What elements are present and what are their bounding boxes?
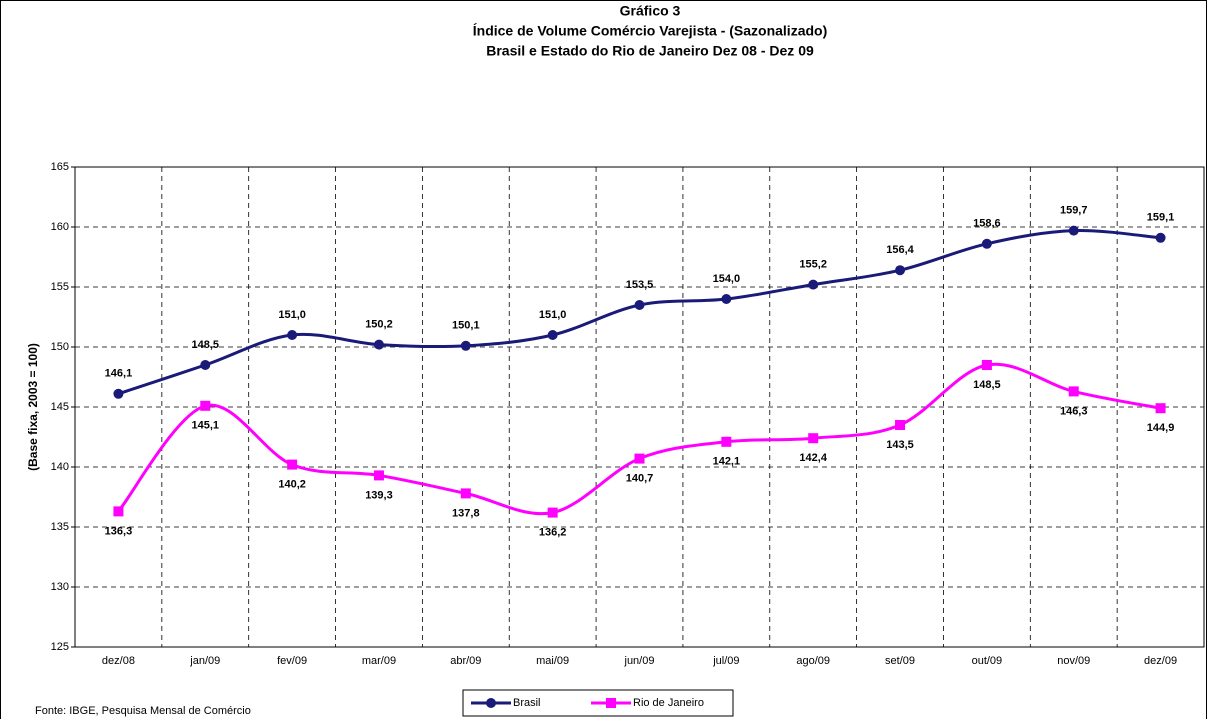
x-tick-label: ago/09 <box>796 655 830 667</box>
marker <box>373 339 384 350</box>
marker <box>287 330 298 340</box>
y-tick-label: 125 <box>51 641 69 653</box>
data-label: 146,3 <box>1060 405 1088 417</box>
data-label: 144,9 <box>1147 422 1175 434</box>
y-tick-label: 160 <box>51 221 69 233</box>
marker <box>721 294 732 304</box>
y-tick-label: 145 <box>51 401 69 413</box>
data-label: 155,2 <box>799 259 827 271</box>
x-tick-label: jan/09 <box>189 655 220 667</box>
marker <box>808 279 819 290</box>
data-label: 139,3 <box>365 489 393 501</box>
legend-label: Brasil <box>513 697 541 709</box>
marker <box>460 488 471 499</box>
marker <box>634 300 645 310</box>
chart-subtitle: Brasil e Estado do Rio de Janeiro Dez 08… <box>486 43 814 59</box>
source-note: Fonte: IBGE, Pesquisa Mensal de Comércio <box>35 705 251 717</box>
data-label: 148,5 <box>973 379 1001 391</box>
chart-title: Gráfico 3 <box>620 3 681 19</box>
data-label: 140,2 <box>278 479 306 491</box>
data-label: 151,0 <box>539 309 567 321</box>
data-label: 150,2 <box>365 319 393 331</box>
x-tick-label: mai/09 <box>536 655 569 667</box>
marker <box>1155 403 1166 414</box>
x-tick-label: fev/09 <box>277 655 307 667</box>
data-label: 159,1 <box>1147 212 1175 224</box>
x-tick-label: dez/08 <box>102 655 135 667</box>
x-tick-label: jun/09 <box>624 655 655 667</box>
marker <box>1068 225 1079 236</box>
legend-marker <box>606 698 616 708</box>
y-tick-label: 130 <box>51 581 69 593</box>
data-label: 142,1 <box>713 456 741 468</box>
data-label: 140,7 <box>626 473 654 485</box>
marker <box>895 420 906 430</box>
data-label: 158,6 <box>973 218 1001 230</box>
marker <box>287 459 298 470</box>
y-axis-label: (Base fixa, 2003 = 100) <box>26 343 40 471</box>
marker <box>1155 232 1166 243</box>
legend-label: Rio de Janeiro <box>633 697 704 709</box>
data-label: 150,1 <box>452 320 480 332</box>
data-label: 146,1 <box>105 368 133 380</box>
marker <box>721 436 732 447</box>
data-label: 136,2 <box>539 527 567 539</box>
series-line <box>117 229 1161 396</box>
data-label: 156,4 <box>886 244 914 256</box>
x-tick-label: jul/09 <box>712 655 739 667</box>
data-label: 151,0 <box>278 309 306 321</box>
data-label: 153,5 <box>626 279 654 291</box>
y-tick-label: 165 <box>51 161 69 173</box>
marker <box>200 400 211 411</box>
x-tick-label: dez/09 <box>1144 655 1177 667</box>
marker <box>981 360 992 370</box>
marker <box>547 507 558 518</box>
marker <box>113 506 124 517</box>
data-label: 159,7 <box>1060 205 1088 217</box>
x-tick-label: nov/09 <box>1057 655 1090 667</box>
x-tick-label: set/09 <box>885 655 915 667</box>
marker <box>808 433 819 444</box>
y-tick-label: 155 <box>51 281 69 293</box>
legend-marker <box>486 698 496 708</box>
data-label: 137,8 <box>452 507 480 519</box>
marker <box>634 453 645 464</box>
x-tick-label: out/09 <box>972 655 1003 667</box>
marker <box>981 238 992 249</box>
plot-area <box>74 166 1205 648</box>
data-label: 145,1 <box>192 420 220 432</box>
marker <box>1068 386 1079 397</box>
data-label: 142,4 <box>799 452 827 464</box>
chart-subtitle: Índice de Volume Comércio Varejista - (S… <box>473 23 828 39</box>
series-line <box>117 362 1161 516</box>
data-label: 136,3 <box>105 525 133 537</box>
data-label: 143,5 <box>886 439 914 451</box>
x-tick-label: abr/09 <box>450 655 481 667</box>
marker <box>547 330 558 340</box>
marker <box>113 388 124 399</box>
marker <box>373 470 384 481</box>
y-tick-label: 140 <box>51 461 69 473</box>
marker <box>895 265 906 276</box>
y-tick-label: 135 <box>51 521 69 533</box>
x-tick-label: mar/09 <box>362 655 396 667</box>
marker <box>460 340 471 351</box>
y-tick-label: 150 <box>51 341 69 353</box>
data-label: 154,0 <box>713 273 741 285</box>
data-label: 148,5 <box>192 339 220 351</box>
marker <box>200 360 211 370</box>
